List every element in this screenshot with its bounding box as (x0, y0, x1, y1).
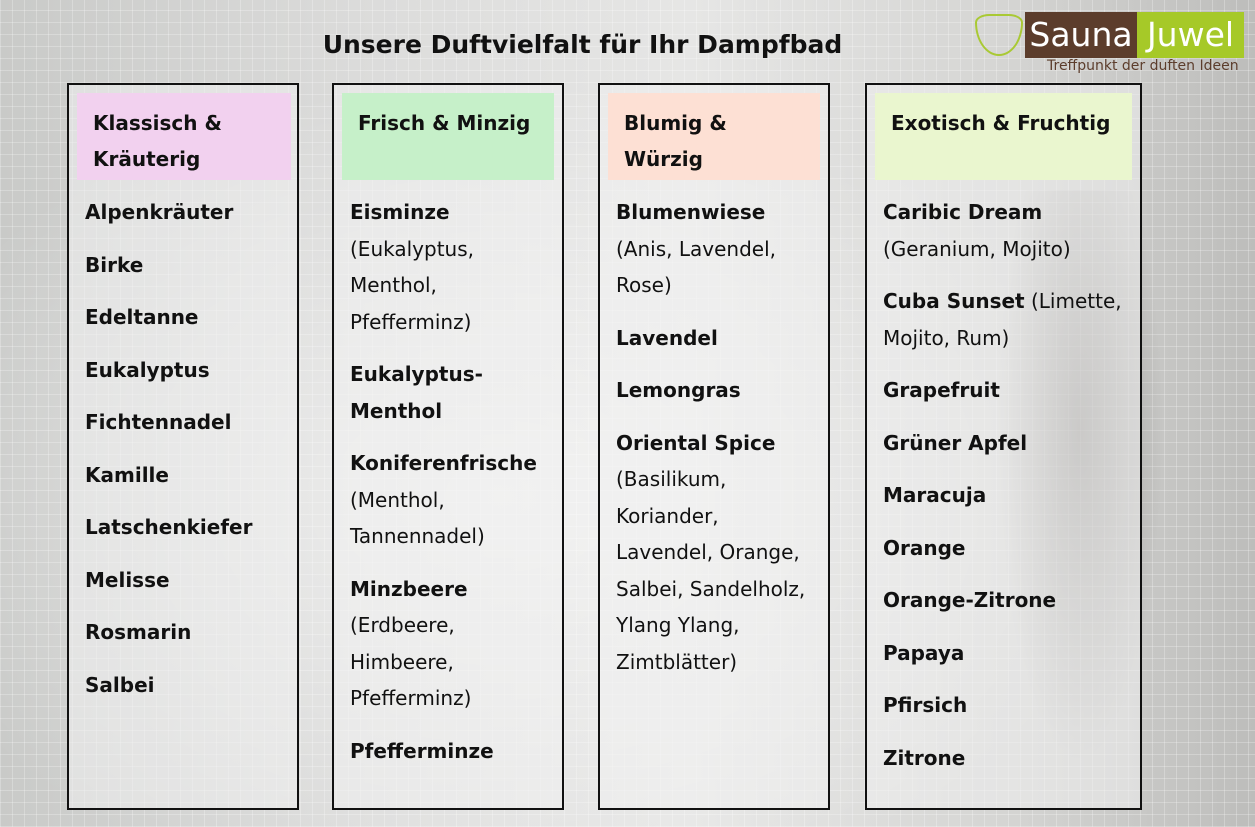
scent-name: Minzbeere (350, 576, 468, 601)
scent-item: Papaya (883, 635, 1124, 672)
scent-item: Caribic Dream (Geranium, Mojito) (883, 194, 1124, 267)
page-title: Unsere Duftvielfalt für Ihr Dampfbad (322, 30, 843, 59)
column-blumig: Blumig & Würzig Blumenwiese (Anis, Lavend… (598, 83, 830, 810)
scent-name: Oriental Spice (616, 430, 776, 455)
scent-name: Eisminze (350, 200, 450, 224)
scent-item: Grüner Apfel (883, 425, 1124, 462)
scent-name: Pfirsich (883, 693, 968, 717)
scent-name: Eukalyptus (85, 357, 210, 382)
scent-list: Caribic Dream (Geranium, Mojito) Cuba Sun… (867, 180, 1140, 776)
scent-item: Koniferenfrische (Menthol, Tannennadel) (350, 445, 546, 555)
column-header: Blumig & Würzig (608, 93, 820, 180)
scent-item: Edeltanne (85, 299, 281, 336)
scent-name: Grüner Apfel (883, 430, 1028, 455)
scent-item: Latschenkiefer (85, 509, 281, 546)
scent-detail: (Anis, Lavendel, Rose) (616, 236, 776, 298)
scent-name: Pfefferminze (350, 738, 494, 763)
scent-list: Alpenkräuter Birke Edeltanne Eukalyptus Fich… (69, 180, 297, 703)
scent-name: Lemongras (616, 378, 741, 402)
scent-detail: (Menthol, Tannennadel) (350, 487, 485, 549)
scent-item: Orange (883, 530, 1124, 567)
scent-name: Grapefruit (883, 378, 1000, 402)
scent-name: Orange-Zitrone (883, 588, 1057, 612)
scent-item: Pfefferminze (350, 733, 546, 770)
scent-name: Papaya (883, 640, 965, 665)
scent-item: Fichtennadel (85, 404, 281, 441)
column-klassisch: Klassisch & Kräuterig Alpenkräuter Birke Ed… (67, 83, 299, 810)
scent-name: Latschenkiefer (85, 515, 253, 539)
scent-detail: (Erdbeere, Himbeere, Pfefferminz) (350, 613, 472, 710)
scent-detail: (Basilikum, Koriander, Lavendel, Orange,… (616, 467, 806, 674)
logo-juwel: Juwel (1137, 12, 1244, 58)
scent-item: Pfirsich (883, 687, 1124, 724)
scent-name: Blumenwiese (616, 200, 766, 224)
scent-name: Caribic Dream (883, 200, 1043, 224)
scent-name: Fichtennadel (85, 410, 232, 434)
logo: Sauna Juwel Treffpunkt der duften Ideen (975, 10, 1245, 75)
scent-name: Kamille (85, 462, 169, 487)
scent-name: Birke (85, 252, 144, 277)
scent-name: Melisse (85, 567, 170, 592)
column-exotisch: Exotisch & Fruchtig Caribic Dream (Gerani… (865, 83, 1142, 810)
scent-item: Alpenkräuter (85, 194, 281, 231)
scent-item: Zitrone (883, 740, 1124, 777)
scent-name: Edeltanne (85, 305, 199, 329)
scent-item: Lavendel (616, 320, 812, 357)
scent-item: Cuba Sunset (Limette, Mojito, Rum) (883, 283, 1124, 356)
column-header: Exotisch & Fruchtig (875, 93, 1132, 180)
scent-item: Eukalyptus (85, 352, 281, 389)
scent-item: Orange-Zitrone (883, 582, 1124, 619)
scent-name: Koniferenfrische (350, 451, 537, 475)
scent-item: Kamille (85, 457, 281, 494)
scent-item: Maracuja (883, 477, 1124, 514)
scent-item: Blumenwiese (Anis, Lavendel, Rose) (616, 194, 812, 304)
scent-list: Eisminze (Eukalyptus, Menthol, Pfeffermi… (334, 180, 562, 769)
scent-item: Lemongras (616, 372, 812, 409)
column-header: Frisch & Minzig (342, 93, 554, 180)
scent-name: Cuba Sunset (883, 289, 1025, 313)
scent-item: Melisse (85, 562, 281, 599)
scent-item: Rosmarin (85, 614, 281, 651)
gem-icon (975, 14, 1023, 56)
scent-name: Eukalyptus-Menthol (350, 362, 483, 423)
scent-name: Alpenkräuter (85, 200, 234, 224)
scent-list: Blumenwiese (Anis, Lavendel, Rose) Lavend… (600, 180, 828, 680)
scent-detail: (Geranium, Mojito) (883, 236, 1071, 261)
logo-tagline: Treffpunkt der duften Ideen (1047, 58, 1239, 74)
column-header: Klassisch & Kräuterig (77, 93, 291, 180)
scent-name: Rosmarin (85, 620, 192, 644)
scent-item: Salbei (85, 667, 281, 704)
scent-name: Orange (883, 535, 966, 560)
scent-item: Grapefruit (883, 372, 1124, 409)
scent-name: Maracuja (883, 483, 987, 507)
scent-name: Salbei (85, 672, 155, 697)
scent-name: Zitrone (883, 745, 966, 770)
scent-detail: (Eukalyptus, Menthol, Pfefferminz) (350, 236, 474, 334)
scent-item: Minzbeere (Erdbeere, Himbeere, Pfeffermi… (350, 571, 546, 717)
scent-item: Eukalyptus-Menthol (350, 356, 546, 429)
scent-item: Birke (85, 247, 281, 284)
scent-item: Oriental Spice (Basilikum, Koriander, La… (616, 425, 812, 681)
column-frisch: Frisch & Minzig Eisminze (Eukalyptus, Men… (332, 83, 564, 810)
scent-detail: (Limette, Mojito, Rum) (883, 289, 1122, 350)
scent-name: Lavendel (616, 325, 718, 350)
scent-item: Eisminze (Eukalyptus, Menthol, Pfeffermi… (350, 194, 546, 340)
logo-sauna: Sauna (1025, 12, 1137, 58)
